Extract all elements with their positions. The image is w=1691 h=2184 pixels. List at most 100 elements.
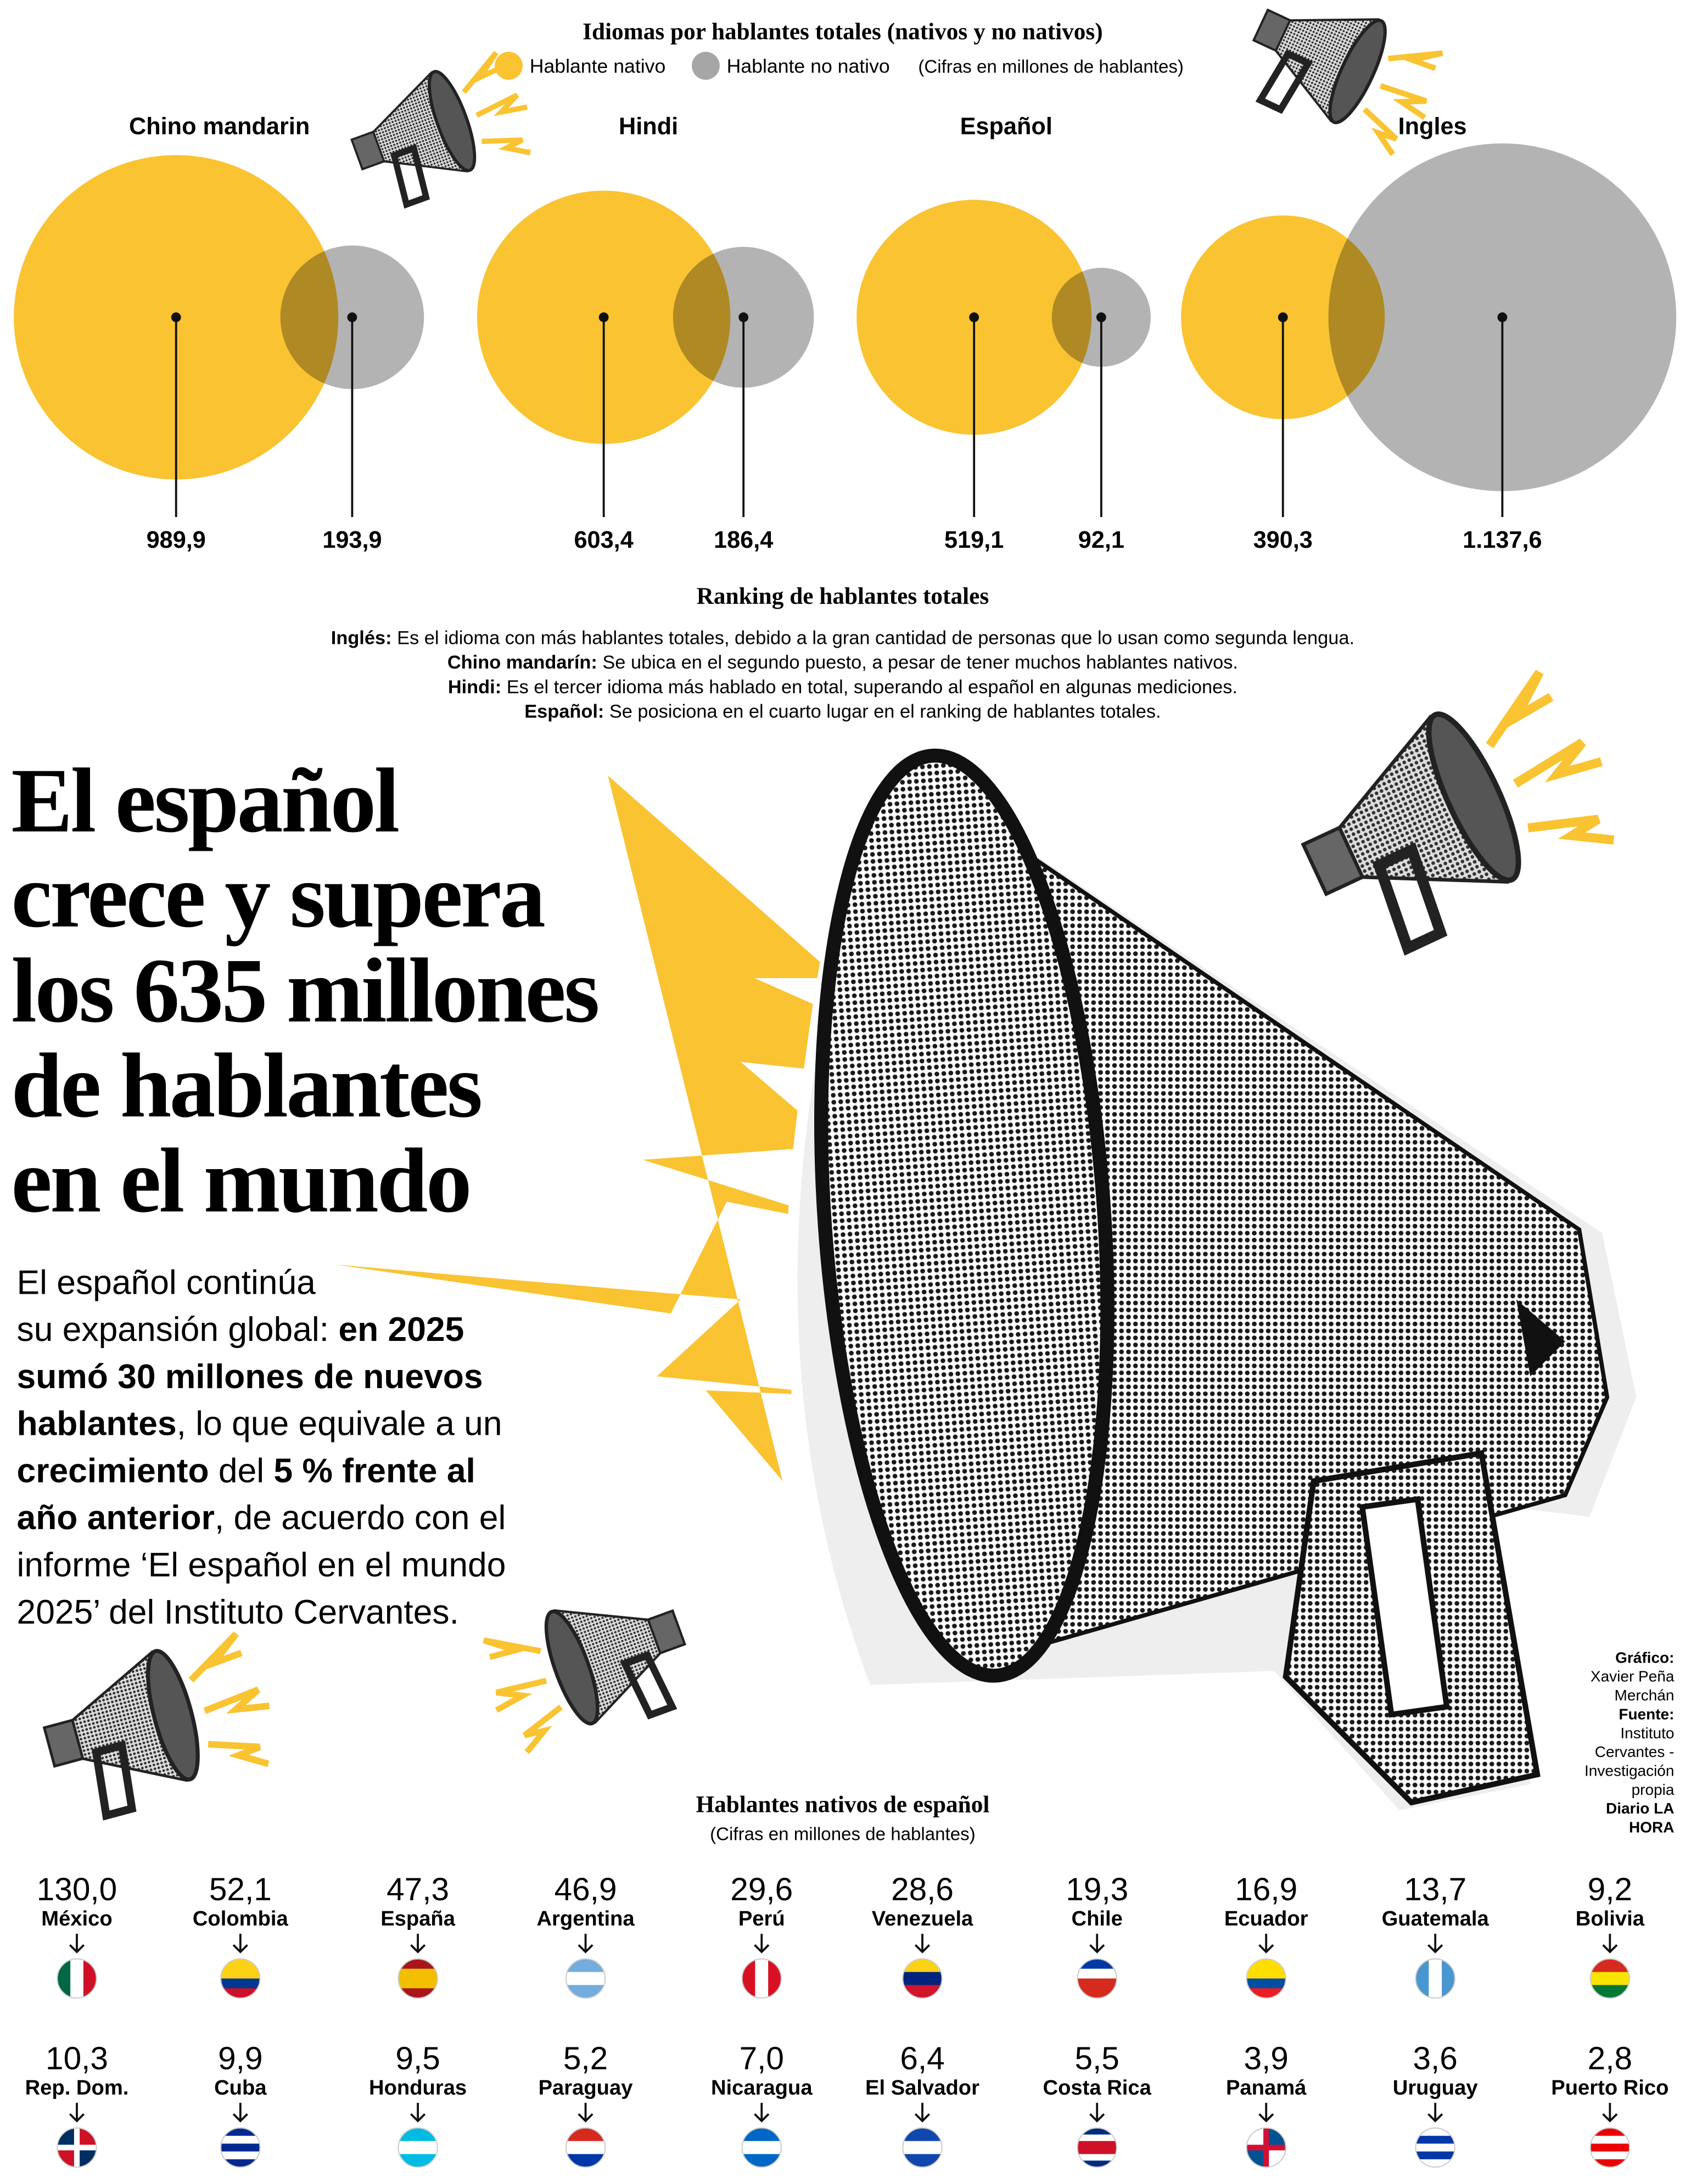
leader-dot: [738, 312, 749, 322]
flag-part: [1246, 2127, 1264, 2145]
megaphone-icon: [1232, 0, 1454, 166]
ranking-term: Inglés:: [331, 628, 392, 649]
country-name: Perú: [738, 1907, 785, 1930]
body-line: 2025’ del Instituto Cervantes.: [17, 1593, 459, 1631]
flag-part: [565, 2127, 606, 2142]
flag-part: [565, 2154, 606, 2168]
flag-outline: [565, 2127, 606, 2168]
flag-part: [903, 1958, 942, 1973]
flag-part: [1429, 1958, 1443, 1998]
flag-part: [565, 1985, 606, 1998]
body-line: su expansión global: en 2025: [17, 1311, 464, 1349]
category-label: Ingles: [1398, 114, 1467, 140]
flag-outline: [1077, 1958, 1117, 1999]
arrow-icon: [914, 1934, 931, 1953]
flag-part: [903, 2154, 942, 2168]
flag-part: [398, 1978, 438, 1989]
body-segment: crecimiento: [17, 1452, 209, 1490]
flag-part: [565, 1958, 606, 1973]
flag-outline: [397, 1958, 438, 1999]
country-name: Uruguay: [1393, 2076, 1479, 2099]
chart-subtitle: (Cifras en millones de hablantes): [918, 57, 1184, 77]
flag-part: [221, 2136, 260, 2144]
country-name: Costa Rica: [1043, 2076, 1152, 2099]
flag-outline: [565, 1958, 606, 1999]
body-line: El español continúa: [17, 1264, 316, 1301]
country-value: 47,3: [387, 1872, 449, 1907]
value-label: 1.137,6: [1463, 527, 1542, 553]
country-name: Venezuela: [872, 1907, 973, 1930]
value-label: 390,3: [1253, 527, 1313, 553]
flag-part: [70, 1958, 85, 1998]
ranking-term: Chino mandarín:: [447, 652, 597, 673]
body-line: informe ‘El español en el mundo: [17, 1546, 506, 1584]
country-name: El Salvador: [865, 2076, 979, 2099]
arrow-icon: [1258, 2103, 1274, 2123]
country-name: Colombia: [193, 1907, 289, 1930]
flag-part: [398, 2154, 438, 2168]
arrow-icon: [232, 1934, 248, 1953]
chart-title: Idiomas por hablantes totales (nativos y…: [583, 19, 1103, 45]
flag-outline: [741, 2127, 782, 2168]
flag-part: [1077, 2134, 1117, 2142]
flag-part: [83, 1958, 97, 1998]
flag-part: [221, 2151, 260, 2160]
country-name: Rep. Dom.: [25, 2076, 129, 2099]
body-segment: hablantes: [17, 1405, 177, 1443]
leader-dot: [969, 312, 979, 322]
country-name: Bolivia: [1576, 1907, 1645, 1930]
flag-part: [903, 2141, 942, 2155]
body-segment: 5 % frente al: [273, 1452, 475, 1490]
natives-title: Hablantes nativos de español: [696, 1792, 989, 1818]
legend-swatch: [692, 52, 720, 80]
arrow-icon: [69, 1934, 85, 1953]
country-value: 2,8: [1588, 2041, 1632, 2076]
flag-part: [1590, 2151, 1630, 2160]
credit-line: Fuente:: [1619, 1705, 1674, 1722]
flag-outline: [902, 2127, 943, 2168]
arrow-icon: [1089, 1934, 1105, 1953]
category-label: Español: [960, 114, 1052, 140]
flag-part: [1415, 2127, 1455, 2137]
flag-part: [1269, 2150, 1286, 2168]
arrow-icon: [578, 1934, 593, 1953]
country-value: 13,7: [1404, 1872, 1466, 1907]
body-segment: su expansión global:: [17, 1311, 339, 1349]
flag-outline: [220, 2127, 261, 2168]
headline-line: en el mundo: [11, 1130, 470, 1232]
ranking-line: Inglés: Es el idioma con más hablantes t…: [331, 628, 1354, 649]
flag-part: [742, 2127, 781, 2142]
value-label: 519,1: [944, 527, 1004, 553]
ranking-line: Chino mandarín: Se ubica en el segundo p…: [447, 652, 1238, 673]
country-name: Puerto Rico: [1551, 2076, 1668, 2099]
arrow-icon: [754, 2103, 770, 2123]
flag-part: [57, 1958, 71, 1998]
body-segment: en 2025: [338, 1311, 464, 1349]
flag-part: [903, 1972, 942, 1986]
flag-part: [80, 2127, 97, 2145]
body-line: sumó 30 millones de nuevos: [17, 1358, 483, 1396]
flag-part: [221, 2159, 260, 2168]
value-label: 193,9: [322, 527, 382, 553]
flag-outline: [397, 2127, 438, 2168]
flag-part: [221, 1988, 260, 1998]
flag-icon: [742, 2127, 781, 2168]
flag-part: [1269, 2127, 1286, 2145]
credit-line: Instituto: [1620, 1725, 1674, 1742]
ranking-title: Ranking de hablantes totales: [697, 583, 989, 609]
flag-icon: [57, 1958, 97, 1998]
country-value: 28,6: [891, 1872, 954, 1907]
value-label: 603,4: [574, 527, 633, 553]
flag-part: [565, 2141, 606, 2155]
country-name: España: [380, 1907, 456, 1930]
flag-outline: [1246, 1958, 1286, 1999]
country-value: 46,9: [555, 1872, 617, 1907]
country-name: México: [41, 1907, 112, 1930]
flag-part: [742, 2154, 781, 2168]
arrow-icon: [1602, 2103, 1618, 2123]
headline-line: de hablantes: [11, 1035, 480, 1137]
flag-outline: [1415, 1958, 1455, 1999]
headline-line: El español: [11, 750, 398, 852]
flag-part: [1077, 2141, 1117, 2148]
body-line: hablantes, lo que equivale a un: [17, 1405, 502, 1443]
